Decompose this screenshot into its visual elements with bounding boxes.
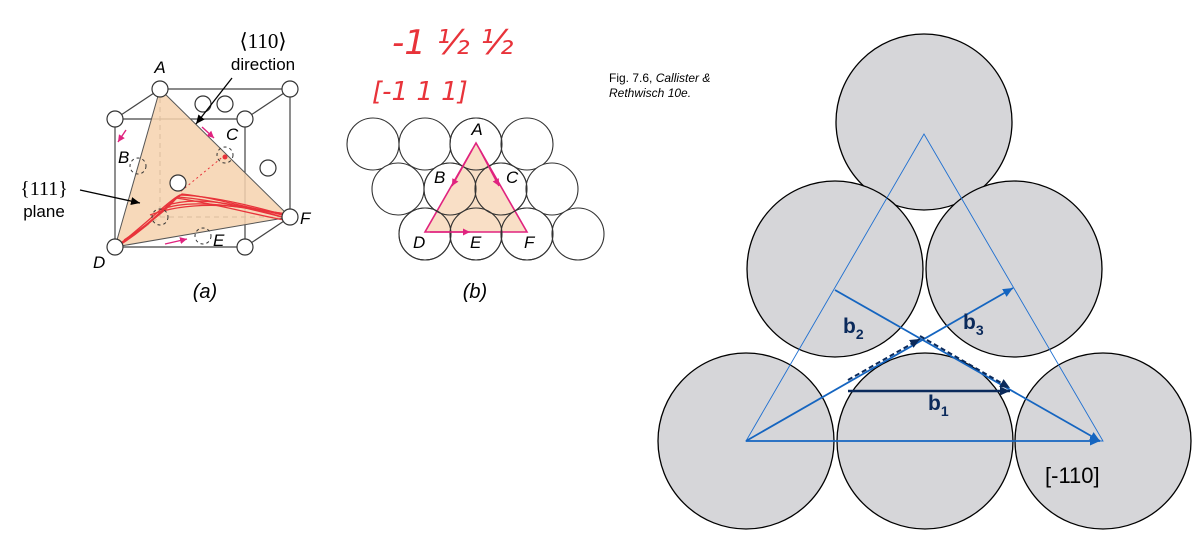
magenta-arrows-b [430, 149, 500, 236]
vector-partial-2 [919, 335, 1011, 389]
hidden-atoms [129, 146, 234, 245]
handwriting-line2: [-1 1 1] [372, 77, 468, 107]
point-F-label: F [300, 209, 312, 228]
partial-vectors [847, 335, 1011, 396]
label-b1: b1 [928, 392, 949, 419]
caption-a: (a) [193, 281, 217, 303]
direction-word-label: direction [231, 55, 295, 74]
layer-atom-outlines [398, 117, 554, 261]
atom-corner [106, 110, 124, 128]
atom-D [106, 238, 124, 256]
atom-top-face [216, 95, 234, 113]
large-atoms [657, 33, 1192, 530]
point-B-label: B [118, 148, 129, 167]
figure-credit: Fig. 7.6, Callister & Rethwisch 10e. [609, 71, 710, 100]
blue-vectors [745, 287, 1101, 446]
b-point-A-label: A [470, 120, 482, 139]
atom-corner [281, 80, 299, 98]
atom-top [835, 33, 1013, 211]
atom-F [281, 208, 299, 226]
b-point-B-label: B [434, 168, 445, 187]
b-point-D-label: D [413, 233, 425, 252]
atom-mid-right [925, 180, 1103, 358]
b-point-E-label: E [470, 233, 482, 252]
atom-mid-left [746, 180, 924, 358]
label-b2: b2 [843, 315, 864, 342]
point-A-label: A [153, 58, 165, 77]
handwriting-line1: -1 ½ ½ [392, 23, 513, 63]
label-b3: b3 [963, 311, 984, 338]
plane-index-label: {111} [20, 178, 68, 200]
atom-B [129, 157, 147, 175]
direction-pointer-arrow [195, 77, 233, 125]
vector-partial-1 [847, 338, 921, 381]
point-D-label: D [93, 253, 105, 272]
plane-pointer-arrow [79, 189, 141, 206]
atom-top-face-2 [194, 95, 212, 113]
vector-b3-diag [745, 287, 1014, 442]
panel-c-burgers-vectors: b2 b3 b1 [-110] [657, 33, 1192, 530]
point-E-label: E [213, 231, 225, 250]
panel-b-close-packed: -1 ½ ½ [-1 1 1] [346, 23, 605, 303]
magenta-arrows-a [117, 126, 215, 245]
atom-hidden-corner [151, 208, 169, 226]
panel-a-unit-cell: ⟨110⟩ direction {111} plane A B C D E F … [20, 29, 312, 303]
atom-corner [236, 238, 254, 256]
credit-line1: Fig. 7.6, Callister & [609, 71, 710, 85]
credit-line2: Rethwisch 10e. [609, 86, 691, 100]
b-point-F-label: F [524, 233, 536, 252]
atom-right-face [259, 159, 277, 177]
atom-C [216, 146, 234, 164]
direction-index-label: ⟨110⟩ [239, 29, 286, 53]
b-point-C-label: C [506, 168, 519, 187]
atom-E [194, 227, 212, 245]
cell-atoms [106, 80, 299, 256]
atom-A [151, 80, 169, 98]
atom-front-face [169, 174, 187, 192]
point-C-label: C [226, 125, 239, 144]
atom-corner [236, 110, 254, 128]
atom-C-center [222, 154, 228, 160]
direction-110-label: [-110] [1045, 463, 1100, 488]
caption-b: (b) [463, 281, 487, 303]
vector-b2-diag [834, 289, 1101, 442]
plane-word-label: plane [23, 202, 65, 221]
red-scribble-lines [117, 193, 291, 247]
